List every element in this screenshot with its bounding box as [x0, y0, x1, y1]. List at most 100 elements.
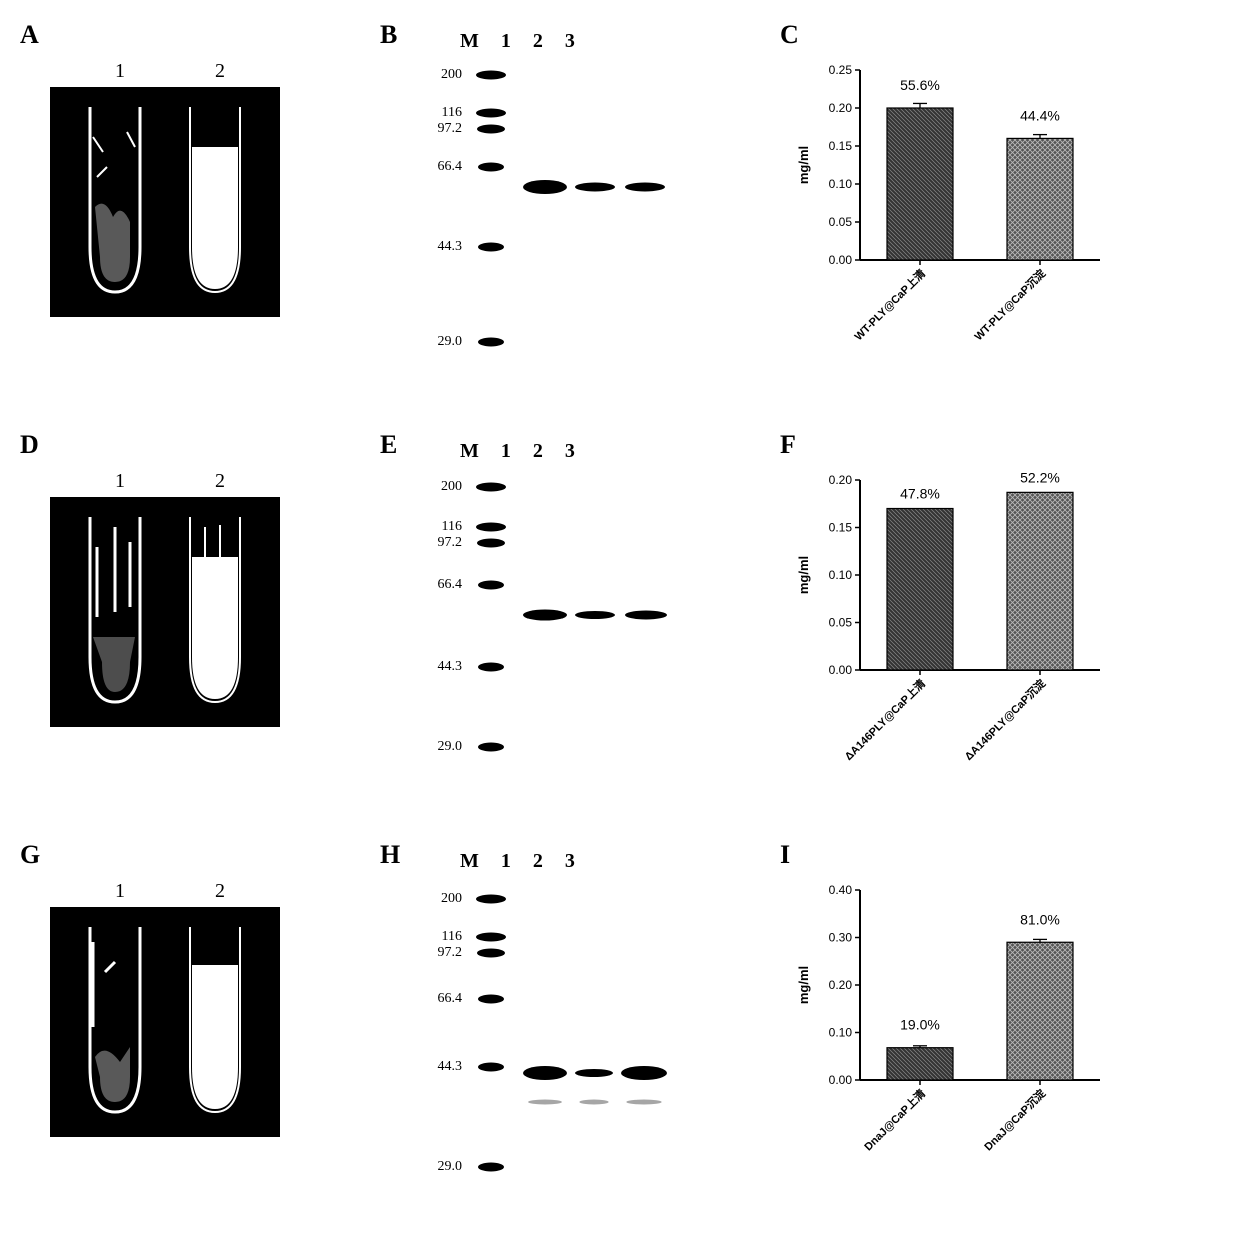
mw-label: 29.0: [438, 1159, 463, 1175]
gel-lane-E-1: 1: [501, 440, 511, 463]
tube-A-1: [75, 107, 155, 307]
tube-image-A: [50, 87, 280, 317]
tube-label-G1: 1: [115, 880, 125, 903]
svg-text:0.05: 0.05: [829, 215, 853, 229]
tube-image-D: [50, 497, 280, 727]
panel-label-I: I: [780, 840, 790, 870]
gel-lane-E-M: M: [460, 440, 479, 463]
svg-text:0.20: 0.20: [829, 978, 853, 992]
svg-text:DnaJ@CaP上清: DnaJ@CaP上清: [861, 1086, 928, 1153]
mw-label: 200: [441, 891, 462, 907]
mw-label: 97.2: [438, 945, 463, 961]
gel-lane-B-3: 3: [565, 30, 575, 53]
bar-chart-I: 0.00 0.10 0.20 0.30 0.40 mg/ml 19.0% DnaJ@CaP上清…: [790, 870, 1120, 1190]
tube-G-2: [175, 927, 255, 1127]
svg-text:0.25: 0.25: [829, 63, 853, 77]
gel-image-E: 200 11697.2 66.4 44.3 29.0: [410, 467, 710, 777]
svg-text:19.0%: 19.0%: [900, 1017, 940, 1033]
svg-text:0.15: 0.15: [829, 139, 853, 153]
svg-text:0.30: 0.30: [829, 931, 853, 945]
panel-label-E: E: [380, 430, 397, 460]
svg-text:mg/ml: mg/ml: [796, 146, 811, 184]
gel-lane-H-3: 3: [565, 850, 575, 873]
tube-labels-A: 1 2: [70, 60, 270, 83]
mw-label: 29.0: [438, 739, 463, 755]
panel-E: E M 1 2 3 200 11697.2 66.4 44.3 29.0: [380, 430, 740, 810]
figure-grid: A 1 2 B M 1 2 3 20011697.266.444.329.0: [20, 20, 1220, 1220]
mw-label: 200: [441, 67, 462, 83]
tube-label-G2: 2: [215, 880, 225, 903]
gel-image-B: 200 11697.2 66.4 44.3 29.0: [410, 57, 710, 367]
svg-text:0.00: 0.00: [829, 253, 853, 267]
panel-G: G 1 2: [20, 840, 340, 1220]
svg-text:0.10: 0.10: [829, 568, 853, 582]
gel-image-H: 200 11697.2 66.4 44.3 29.0: [410, 877, 710, 1187]
mw-label: 44.3: [438, 1059, 463, 1075]
panel-D: D 1 2: [20, 430, 340, 810]
panel-label-A: A: [20, 20, 39, 50]
gel-lanes-E: M 1 2 3: [460, 440, 740, 463]
tube-label-D2: 2: [215, 470, 225, 493]
panel-I: I 0.00 0.10 0.20 0.30 0.40 mg/ml 19.0% DnaJ@CaP…: [780, 840, 1140, 1220]
svg-text:ΔA146PLY@CaP上清: ΔA146PLY@CaP上清: [841, 676, 928, 763]
mw-label: 97.2: [438, 121, 463, 137]
svg-text:WT-PLY@CaP沉淀: WT-PLY@CaP沉淀: [971, 266, 1049, 344]
svg-text:DnaJ@CaP沉淀: DnaJ@CaP沉淀: [981, 1086, 1049, 1154]
gel-lane-E-3: 3: [565, 440, 575, 463]
svg-text:47.8%: 47.8%: [900, 486, 940, 502]
mw-label: 116: [442, 105, 462, 121]
svg-text:ΔA146PLY@CaP沉淀: ΔA146PLY@CaP沉淀: [961, 676, 1048, 763]
tube-image-G: [50, 907, 280, 1137]
svg-text:0.40: 0.40: [829, 883, 853, 897]
gel-lane-B-M: M: [460, 30, 479, 53]
mw-label: 66.4: [438, 159, 463, 175]
svg-text:55.6%: 55.6%: [900, 77, 940, 93]
gel-lanes-H: M 1 2 3: [460, 850, 740, 873]
gel-lanes-B: M 1 2 3: [460, 30, 740, 53]
panel-label-D: D: [20, 430, 39, 460]
panel-label-B: B: [380, 20, 397, 50]
panel-A: A 1 2: [20, 20, 340, 400]
tube-G-1: [75, 927, 155, 1127]
gel-lane-H-2: 2: [533, 850, 543, 873]
svg-text:0.20: 0.20: [829, 473, 853, 487]
gel-lane-B-2: 2: [533, 30, 543, 53]
gel-lane-B-1: 1: [501, 30, 511, 53]
mw-label: 116: [442, 929, 462, 945]
svg-text:0.15: 0.15: [829, 521, 853, 535]
mw-label: 44.3: [438, 659, 463, 675]
tube-labels-G: 1 2: [70, 880, 270, 903]
mw-label: 66.4: [438, 577, 463, 593]
tube-label-D1: 1: [115, 470, 125, 493]
mw-label: 200: [441, 479, 462, 495]
panel-label-G: G: [20, 840, 40, 870]
panel-F: F 0.000.050.100.150.20mg/ml47.8%ΔA146PLY…: [780, 430, 1140, 810]
panel-label-C: C: [780, 20, 799, 50]
svg-text:mg/ml: mg/ml: [796, 966, 811, 1004]
tube-label-A1: 1: [115, 60, 125, 83]
bar-chart-F: 0.00 0.05 0.10 0.15 0.20 mg/ml 47.8% ΔA146PLY@C…: [790, 460, 1120, 780]
svg-text:52.2%: 52.2%: [1020, 469, 1060, 485]
tube-D-2: [175, 517, 255, 717]
svg-text:81.0%: 81.0%: [1020, 911, 1060, 927]
svg-text:0.05: 0.05: [829, 616, 853, 630]
bar-chart-C: 0.000.050.100.150.200.25mg/ml55.6%WT-PLY…: [790, 50, 1120, 370]
mw-label: 97.2: [438, 535, 463, 551]
svg-text:44.4%: 44.4%: [1020, 107, 1060, 123]
svg-text:0.10: 0.10: [829, 1026, 853, 1040]
gel-lane-H-M: M: [460, 850, 479, 873]
svg-text:0.00: 0.00: [829, 1073, 853, 1087]
mw-label: 29.0: [438, 334, 463, 350]
mw-label: 116: [442, 519, 462, 535]
panel-C: C 0.000.050.100.150.200.25mg/ml55.6%WT-P…: [780, 20, 1140, 400]
svg-text:0.00: 0.00: [829, 663, 853, 677]
svg-text:mg/ml: mg/ml: [796, 556, 811, 594]
tube-label-A2: 2: [215, 60, 225, 83]
gel-lane-H-1: 1: [501, 850, 511, 873]
panel-B: B M 1 2 3 200 11697.2 66.4 44.3 29.0: [380, 20, 740, 400]
svg-text:0.20: 0.20: [829, 101, 853, 115]
mw-label: 66.4: [438, 991, 463, 1007]
tube-labels-D: 1 2: [70, 470, 270, 493]
mw-label: 44.3: [438, 239, 463, 255]
tube-D-1: [75, 517, 155, 717]
